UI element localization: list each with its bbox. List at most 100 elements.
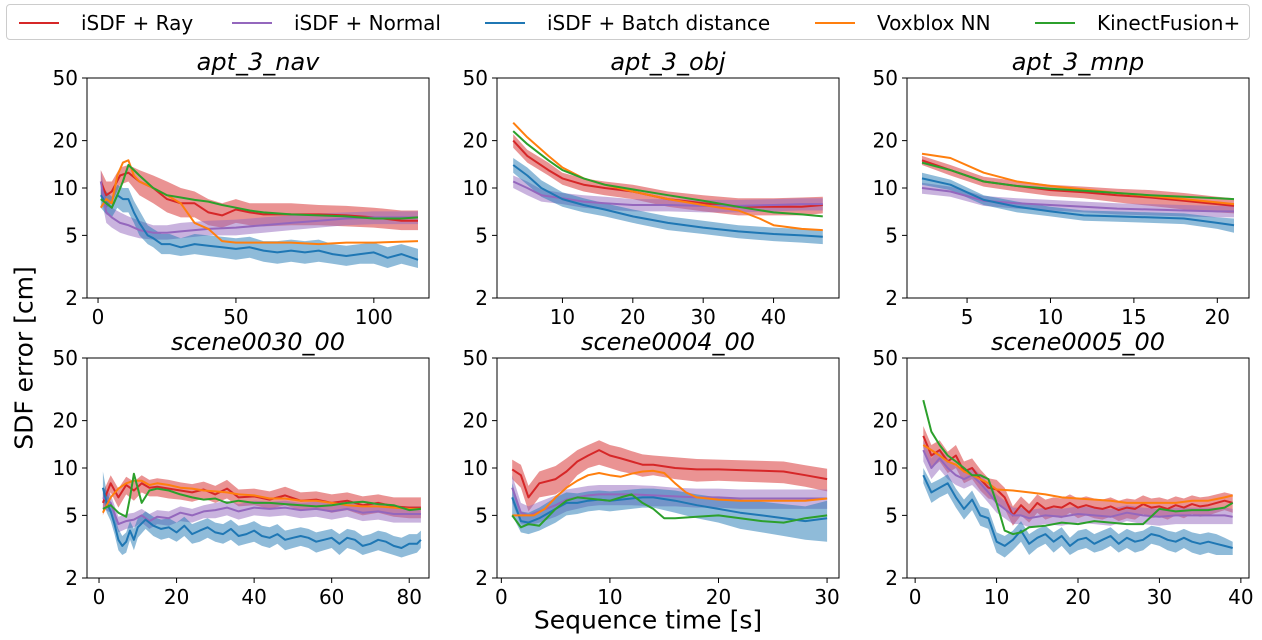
y-tick-label: 5 — [475, 223, 488, 247]
band-isdf-batch-distance — [102, 471, 421, 558]
y-tick-label: 5 — [65, 223, 78, 247]
y-tick-label: 10 — [463, 176, 488, 200]
series-line-kinectfusion — [100, 164, 419, 220]
y-tick-label: 2 — [475, 286, 488, 310]
x-tick-label: 15 — [1121, 305, 1146, 329]
x-axis-label: Sequence time [s] — [533, 605, 763, 635]
band-isdf-ray — [512, 440, 828, 512]
chart-title: scene0005_00 — [991, 328, 1165, 356]
x-tick-label: 30 — [814, 585, 839, 609]
x-tick-label: 50 — [223, 305, 248, 329]
plot-area — [99, 159, 419, 268]
x-tick-label: 0 — [92, 305, 105, 329]
series-line-voxblox-nn — [922, 444, 1233, 504]
series-line-kinectfusion — [511, 493, 828, 529]
x-tick-label: 10 — [984, 585, 1009, 609]
y-tick-label: 10 — [873, 456, 898, 480]
legend-item-voxblox: Voxblox NN — [815, 11, 991, 35]
series-line-isdf-ray — [922, 435, 1233, 517]
x-tick-label: 0 — [909, 585, 922, 609]
series-line-isdf-batch-distance — [101, 487, 422, 549]
band-isdf-normal — [100, 170, 419, 240]
series-line-kinectfusion — [102, 472, 422, 518]
plot-area — [101, 471, 422, 558]
y-tick-label: 5 — [65, 503, 78, 527]
x-tick-label: 30 — [690, 305, 715, 329]
series-line-isdf-normal — [512, 180, 823, 207]
x-tick-label: 20 — [1205, 305, 1230, 329]
legend-item-isdf-ray: iSDF + Ray — [19, 11, 193, 35]
y-tick-label: 20 — [463, 409, 488, 433]
x-tick-label: 5 — [961, 305, 974, 329]
chart-title: scene0004_00 — [581, 328, 755, 356]
x-tick-label: 20 — [164, 585, 189, 609]
series-line-isdf-ray — [511, 449, 828, 499]
chart-scene0004-00: 2 5 10 20 50 0 10 20 30 scene0004_00 — [463, 328, 840, 609]
x-tick-label: 0 — [93, 585, 106, 609]
series-line-isdf-normal — [921, 187, 1234, 213]
legend-swatch-isdf-normal — [232, 22, 272, 24]
y-tick-label: 10 — [873, 176, 898, 200]
x-tick-label: 20 — [1065, 585, 1090, 609]
band-isdf-ray — [922, 155, 1234, 214]
legend-item-isdf-batch: iSDF + Batch distance — [485, 11, 770, 35]
y-tick-label: 50 — [873, 66, 898, 90]
y-tick-label: 50 — [873, 346, 898, 370]
x-tick-label: 100 — [355, 305, 393, 329]
y-tick-label: 20 — [53, 409, 78, 433]
y-tick-label: 50 — [53, 66, 78, 90]
legend: iSDF + Ray iSDF + Normal iSDF + Batch di… — [6, 4, 1250, 40]
y-tick-label: 20 — [873, 409, 898, 433]
chart-title: apt_3_nav — [197, 48, 321, 76]
legend-label-isdf-batch: iSDF + Batch distance — [547, 11, 771, 35]
y-tick-label: 2 — [885, 286, 898, 310]
x-tick-label: 20 — [620, 305, 645, 329]
plot-area — [922, 399, 1234, 558]
y-tick-label: 20 — [53, 129, 78, 153]
series-line-kinectfusion — [512, 130, 823, 218]
legend-swatch-kinectfusion — [1035, 22, 1075, 24]
y-axis-label: SDF error [cm] — [9, 266, 39, 450]
y-tick-label: 5 — [885, 503, 898, 527]
series-line-isdf-batch-distance — [921, 177, 1235, 227]
series-line-kinectfusion — [922, 399, 1234, 536]
x-tick-label: 20 — [706, 585, 731, 609]
series-line-isdf-batch-distance — [511, 496, 828, 524]
y-tick-label: 2 — [475, 566, 488, 590]
x-tick-label: 40 — [1228, 585, 1253, 609]
x-tick-label: 40 — [761, 305, 786, 329]
y-tick-label: 2 — [885, 566, 898, 590]
series-line-isdf-batch-distance — [922, 474, 1233, 549]
y-tick-label: 5 — [475, 503, 488, 527]
y-tick-label: 50 — [463, 66, 488, 90]
y-tick-label: 10 — [463, 456, 488, 480]
chart-apt-3-obj: 2 5 10 20 50 10 20 30 40 apt_3_obj — [463, 48, 840, 329]
y-tick-label: 5 — [885, 223, 898, 247]
legend-label-isdf-normal: iSDF + Normal — [294, 11, 441, 35]
chart-title: apt_3_obj — [610, 48, 726, 76]
plot-area — [921, 152, 1235, 233]
series-line-isdf-normal — [99, 181, 418, 234]
series-line-kinectfusion — [921, 161, 1235, 201]
series-line-isdf-batch-distance — [512, 164, 823, 238]
series-line-voxblox-nn — [921, 152, 1235, 206]
x-tick-label: 80 — [396, 585, 421, 609]
x-tick-label: 30 — [1147, 585, 1172, 609]
plot-area — [511, 440, 828, 542]
y-tick-label: 20 — [873, 129, 898, 153]
legend-swatch-isdf-batch — [485, 22, 525, 24]
series-line-isdf-normal — [922, 449, 1233, 520]
legend-item-kinectfusion: KinectFusion+ — [1035, 11, 1240, 35]
legend-label-kinectfusion: KinectFusion+ — [1097, 11, 1241, 35]
chart-title: scene0030_00 — [171, 328, 345, 356]
legend-swatch-voxblox — [815, 22, 855, 24]
series-line-voxblox-nn — [512, 122, 823, 232]
legend-label-isdf-ray: iSDF + Ray — [81, 11, 194, 35]
x-tick-label: 40 — [241, 585, 266, 609]
y-tick-label: 50 — [53, 346, 78, 370]
chart-apt-3-mnp: 2 5 10 20 50 5 10 15 20 apt_3_mnp — [873, 48, 1250, 329]
plot-area — [512, 122, 823, 245]
y-tick-label: 50 — [463, 346, 488, 370]
x-tick-label: 10 — [597, 585, 622, 609]
